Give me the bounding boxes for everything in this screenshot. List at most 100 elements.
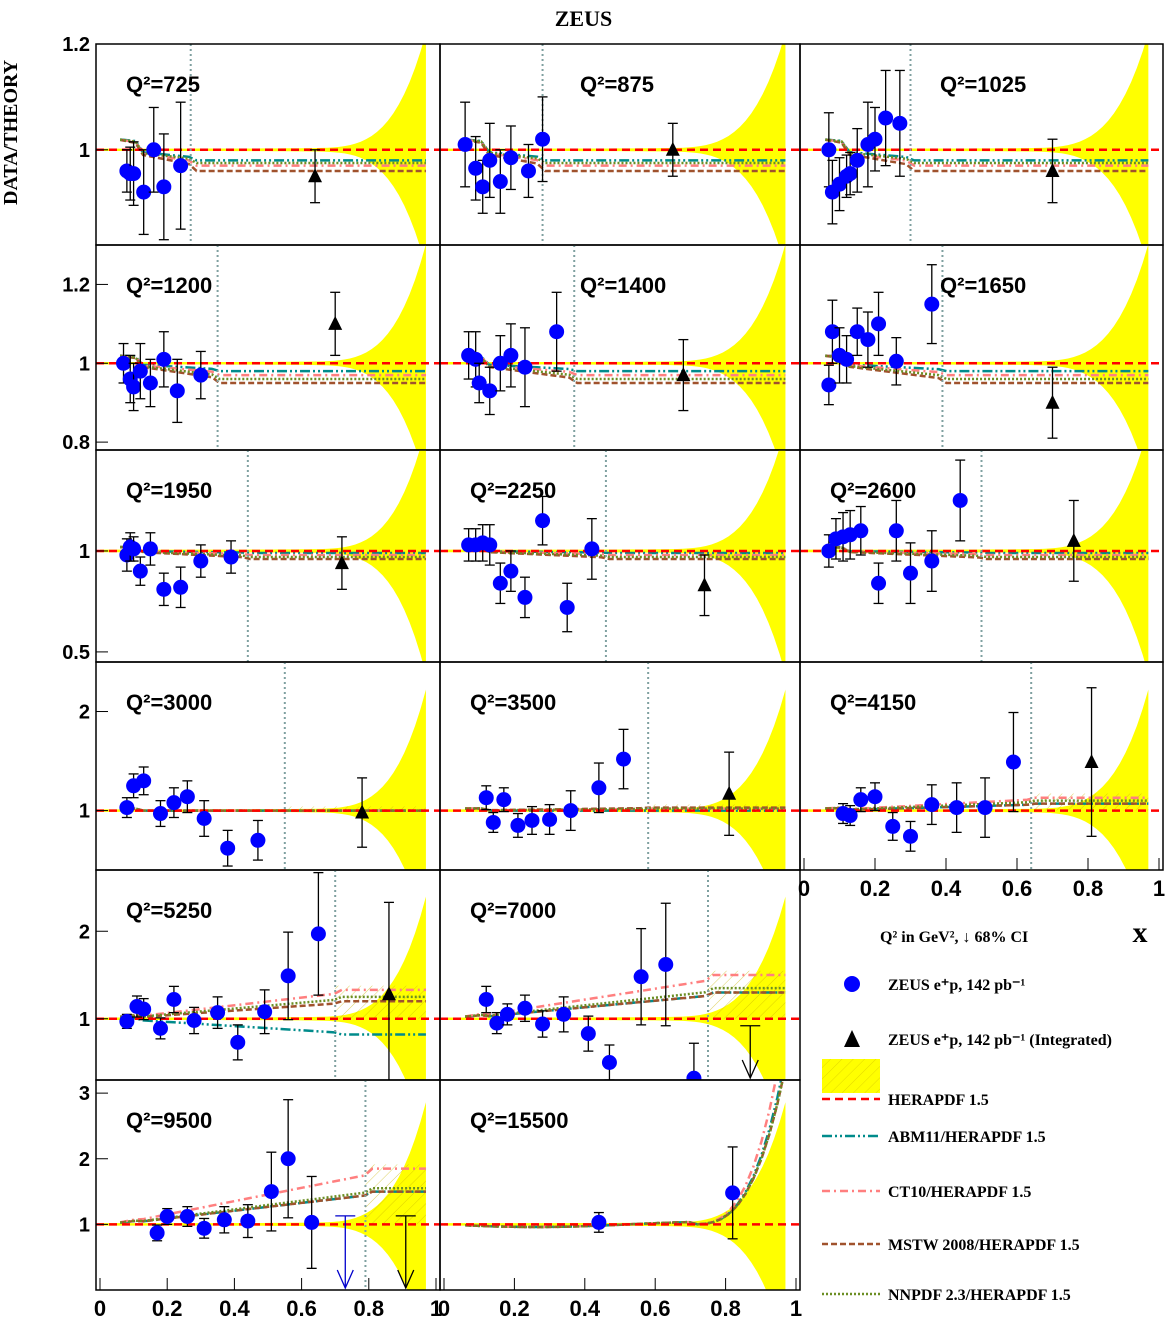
integrated-point [328, 315, 343, 330]
curve-ct [120, 988, 426, 1018]
panel-15: 1 2 3 Q²=9500 [79, 1079, 441, 1291]
data-point [849, 324, 865, 340]
panel-1: Q²=875 [439, 43, 801, 246]
data-point [156, 351, 172, 367]
x-tick-label: 0.4 [931, 876, 962, 901]
integrated-point [665, 141, 680, 156]
panel-8: Q²=2600 [799, 449, 1164, 663]
limit-arrow-head [336, 1269, 354, 1290]
integrated-point [1066, 532, 1081, 547]
legend-entry: ABM11/HERAPDF 1.5 [822, 1129, 1046, 1146]
data-point [878, 110, 894, 126]
data-point [156, 179, 172, 195]
hatch-region [708, 970, 786, 1019]
integrated-point [381, 986, 396, 1001]
data-point [482, 383, 498, 399]
data-point [492, 575, 508, 591]
q2-label: Q²=1650 [940, 273, 1026, 298]
data-point [524, 812, 540, 828]
data-point [584, 541, 600, 557]
data-point [510, 817, 526, 833]
data-point [193, 367, 209, 383]
panel-9: 1 2 Q²=3000 [79, 661, 441, 871]
data-point [535, 513, 551, 529]
data-point [116, 355, 132, 371]
data-point [119, 800, 135, 816]
data-point [468, 351, 484, 367]
data-point [492, 174, 508, 190]
data-point [152, 1020, 168, 1036]
data-point [126, 379, 142, 395]
hatch-region [1031, 793, 1149, 811]
y-tick-label: 1 [79, 541, 90, 563]
data-point [949, 800, 965, 816]
data-point [220, 840, 236, 856]
q2-label: Q²=725 [126, 72, 200, 97]
hatch-region [365, 1164, 426, 1225]
data-point [156, 581, 172, 597]
data-point [126, 166, 142, 182]
y-tick-label: 1 [79, 801, 90, 823]
chart-title: ZEUS [554, 6, 613, 31]
curve-nnpdf [120, 807, 426, 812]
q2-label: Q²=2250 [470, 478, 556, 503]
panel-5: Q²=1650 [799, 244, 1164, 451]
data-point [136, 773, 152, 789]
legend-caption: Q² in GeV², ↓ 68% CI [880, 929, 1028, 946]
q2-label: Q²=2600 [830, 478, 916, 503]
legend-entry: ZEUS e⁺p, 142 pb⁻¹ [844, 976, 1025, 994]
data-point [166, 992, 182, 1007]
data-point [517, 1000, 533, 1016]
data-point [824, 324, 840, 340]
data-point [485, 814, 501, 830]
data-point [457, 137, 473, 152]
data-point [867, 131, 883, 147]
data-point [503, 150, 519, 166]
herapdf-band [804, 44, 1149, 245]
herapdf-band [100, 44, 426, 245]
panel-7: Q²=2250 [439, 449, 801, 663]
data-point [179, 1209, 195, 1224]
data-point [867, 789, 883, 805]
data-point [535, 131, 551, 147]
data-point [250, 832, 266, 848]
data-point [725, 1185, 741, 1201]
curve-nnpdf [464, 986, 786, 1018]
data-point [146, 142, 162, 158]
data-point [193, 553, 209, 569]
legend-label: ZEUS e⁺p, 142 pb⁻¹ [888, 977, 1025, 994]
data-point [304, 1214, 320, 1230]
data-point [503, 563, 519, 579]
legend-entry: NNPDF 2.3/HERAPDF 1.5 [822, 1287, 1071, 1304]
panel-12: 1 2 Q²=5250 [79, 869, 441, 1081]
data-point [173, 158, 189, 174]
legend-label: CT10/HERAPDF 1.5 [888, 1184, 1031, 1201]
data-point [924, 296, 940, 312]
x-tick-label: 0.8 [710, 1296, 741, 1321]
x-tick-label: 0.4 [219, 1296, 250, 1321]
x-tick-label: 0.8 [354, 1296, 385, 1321]
data-point [149, 1225, 165, 1241]
panel-3: 0.8 1 1.2 Q²=1200 [62, 244, 441, 454]
data-point [1005, 754, 1021, 770]
data-point [132, 563, 148, 579]
data-point [119, 1013, 135, 1029]
data-point [601, 1055, 617, 1070]
y-tick-label: 1 [79, 353, 90, 375]
y-tick-label: 2 [79, 1149, 90, 1171]
data-point [591, 1214, 607, 1230]
curve-ct [120, 545, 426, 557]
x-tick-label: 0.2 [860, 876, 891, 901]
curve-ct [119, 138, 426, 167]
data-point [210, 1005, 226, 1021]
data-point [842, 808, 858, 824]
data-point [496, 792, 512, 808]
curve-ct [465, 545, 786, 557]
panel-frame [439, 1079, 801, 1291]
x-tick-label: 0 [94, 1296, 106, 1321]
x-tick-label: 0.6 [286, 1296, 317, 1321]
data-point [169, 383, 185, 399]
data-point [559, 599, 575, 615]
curve-mstw [825, 802, 1149, 812]
limit-arrow-head [397, 1269, 415, 1290]
